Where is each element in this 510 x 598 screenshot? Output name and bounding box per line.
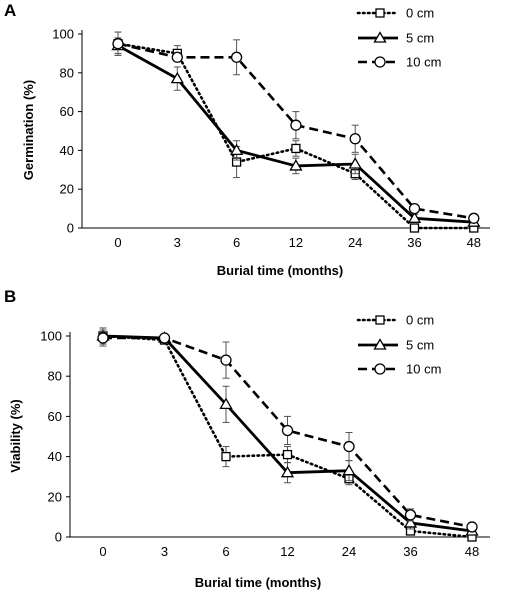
data-point (466, 521, 478, 533)
x-tick-label-a: 12 (289, 235, 303, 250)
data-point (403, 516, 418, 528)
data-point (348, 157, 362, 169)
data-point (112, 38, 124, 50)
x-tick-label-b: 6 (222, 544, 229, 559)
x-tick-label-a: 24 (348, 235, 362, 250)
data-point (230, 51, 243, 63)
y-tick-label-a: 0 (67, 221, 74, 236)
panel-letter-b: B (4, 287, 16, 306)
data-point (221, 451, 231, 462)
x-tick-label-b: 3 (161, 544, 168, 559)
data-point (404, 509, 417, 521)
x-tick-label-a: 48 (467, 235, 481, 250)
data-point (281, 424, 294, 437)
data-point (171, 51, 183, 63)
legend-label: 10 cm (406, 55, 441, 70)
x-tick-label-a: 36 (407, 235, 421, 250)
y-tick-label-b: 100 (40, 329, 62, 344)
data-point (407, 211, 422, 223)
data-point (97, 332, 109, 344)
y-tick-label-b: 20 (48, 489, 62, 504)
y-axis-title-a: Germination (%) (21, 80, 36, 180)
y-tick-label-a: 20 (60, 182, 74, 197)
legend-marker (375, 315, 385, 325)
legend-marker (374, 56, 386, 68)
data-point (291, 143, 301, 154)
legend-a: 0 cm 5 cm 10 cm (356, 6, 441, 70)
legend-marker (374, 363, 386, 375)
y-tick-label-b: 0 (55, 530, 62, 545)
data-point (409, 223, 420, 233)
data-point (343, 440, 355, 453)
data-point (290, 119, 302, 131)
data-point (282, 449, 293, 460)
data-point (158, 332, 171, 344)
data-point (219, 397, 233, 409)
data-point (229, 143, 244, 156)
x-tick-label-a: 0 (114, 235, 121, 250)
y-tick-label-a: 60 (60, 104, 74, 119)
x-tick-label-b: 24 (342, 544, 356, 559)
data-point (170, 71, 184, 84)
legend-label: 5 cm (406, 31, 434, 46)
legend-marker (373, 31, 387, 43)
legend-label: 0 cm (406, 6, 434, 21)
y-tick-label-b: 60 (48, 409, 62, 424)
y-tick-label-b: 80 (48, 369, 62, 384)
x-tick-label-b: 36 (403, 544, 417, 559)
series-b-2 (97, 329, 478, 533)
y-axis-title-b: Viability (%) (8, 399, 23, 472)
x-tick-label-a: 6 (233, 235, 240, 250)
panel-b: B Viability (%) Burial time (months) 0 20… (4, 287, 490, 590)
series-a-1 (111, 37, 481, 227)
x-tick-label-b: 48 (465, 544, 479, 559)
data-point (349, 133, 361, 145)
x-axis-title-b: Burial time (months) (195, 575, 321, 590)
data-point (289, 159, 303, 171)
data-point (342, 463, 356, 476)
series-a-2 (112, 31, 480, 224)
legend-label: 0 cm (406, 313, 434, 328)
y-tick-label-a: 80 (60, 65, 74, 80)
x-tick-label-b: 12 (280, 544, 294, 559)
y-tick-label-b: 40 (48, 449, 62, 464)
panel-letter-a: A (4, 1, 16, 20)
y-tick-label-a: 40 (60, 143, 74, 158)
legend-marker (373, 338, 387, 350)
legend-b: 0 cm 5 cm 10 cm (356, 313, 441, 377)
data-point (280, 465, 295, 478)
legend-marker (375, 8, 385, 18)
x-axis-title-a: Burial time (months) (217, 263, 343, 278)
legend-label: 5 cm (406, 338, 434, 353)
y-tick-label-a: 100 (52, 27, 74, 42)
legend-label: 10 cm (406, 362, 441, 377)
x-tick-label-a: 3 (174, 235, 181, 250)
data-point (220, 354, 232, 366)
panel-a: A Germination (%) Burial time (months) 0… (4, 1, 490, 278)
data-point (468, 212, 480, 224)
data-point (408, 202, 421, 215)
x-tick-label-b: 0 (99, 544, 106, 559)
